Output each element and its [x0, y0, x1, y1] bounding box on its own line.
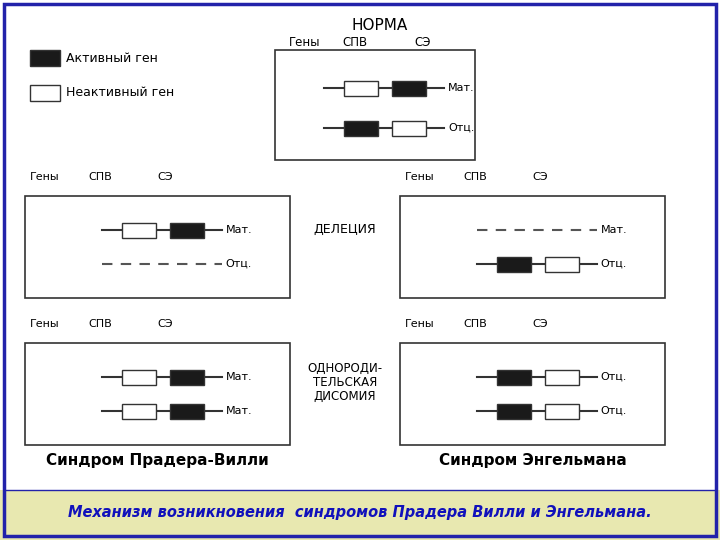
Bar	[122, 222, 156, 238]
Bar	[344, 120, 378, 136]
Bar	[392, 120, 426, 136]
Text: Мат.: Мат.	[600, 225, 627, 235]
Text: СЭ: СЭ	[532, 319, 548, 329]
Bar	[497, 369, 531, 384]
Text: Мат.: Мат.	[226, 406, 253, 416]
Text: Гены: Гены	[405, 172, 435, 182]
Bar	[275, 50, 475, 160]
Bar	[392, 80, 426, 96]
Bar	[0, 490, 720, 540]
Bar	[344, 80, 378, 96]
Text: ДИСОМИЯ: ДИСОМИЯ	[314, 390, 377, 403]
Text: ТЕЛЬСКАЯ: ТЕЛЬСКАЯ	[313, 376, 377, 389]
Text: Активный ген: Активный ген	[66, 51, 158, 64]
Text: Мат.: Мат.	[226, 372, 253, 382]
Bar	[497, 256, 531, 272]
Text: НОРМА: НОРМА	[352, 18, 408, 33]
Bar	[400, 196, 665, 298]
Text: Отц.: Отц.	[600, 372, 627, 382]
Text: Неактивный ген: Неактивный ген	[66, 86, 174, 99]
Bar	[122, 403, 156, 418]
Text: СПВ: СПВ	[88, 319, 112, 329]
Text: СЭ: СЭ	[157, 319, 173, 329]
Text: Синдром Прадера-Вилли: Синдром Прадера-Вилли	[46, 453, 269, 468]
Text: Отц.: Отц.	[226, 259, 252, 269]
Bar	[25, 196, 290, 298]
Bar	[545, 403, 579, 418]
Text: Мат.: Мат.	[226, 225, 253, 235]
Text: СЭ: СЭ	[532, 172, 548, 182]
Text: Отц.: Отц.	[448, 123, 474, 133]
Bar	[497, 403, 531, 418]
Text: СПВ: СПВ	[463, 319, 487, 329]
Bar	[30, 85, 60, 101]
Bar	[25, 343, 290, 445]
Text: СЭ: СЭ	[415, 36, 431, 49]
Bar	[545, 369, 579, 384]
Bar	[170, 369, 204, 384]
Text: ОДНОРОДИ-: ОДНОРОДИ-	[307, 362, 382, 375]
Text: СПВ: СПВ	[463, 172, 487, 182]
Text: Гены: Гены	[405, 319, 435, 329]
Text: Синдром Энгельмана: Синдром Энгельмана	[438, 453, 626, 468]
Bar	[170, 222, 204, 238]
Text: Механизм возникновения  синдромов Прадера Вилли и Энгельмана.: Механизм возникновения синдромов Прадера…	[68, 505, 652, 521]
Text: Гены: Гены	[30, 319, 60, 329]
Bar	[122, 369, 156, 384]
Bar	[400, 343, 665, 445]
Text: Гены: Гены	[30, 172, 60, 182]
Text: СПВ: СПВ	[88, 172, 112, 182]
Bar	[30, 50, 60, 66]
Text: СПВ: СПВ	[343, 36, 368, 49]
Text: Отц.: Отц.	[600, 259, 627, 269]
Bar	[545, 256, 579, 272]
Text: Гены: Гены	[289, 36, 320, 49]
Text: Отц.: Отц.	[600, 406, 627, 416]
Bar	[170, 403, 204, 418]
Text: Мат.: Мат.	[448, 83, 474, 93]
Text: ДЕЛЕЦИЯ: ДЕЛЕЦИЯ	[314, 223, 377, 236]
Text: СЭ: СЭ	[157, 172, 173, 182]
